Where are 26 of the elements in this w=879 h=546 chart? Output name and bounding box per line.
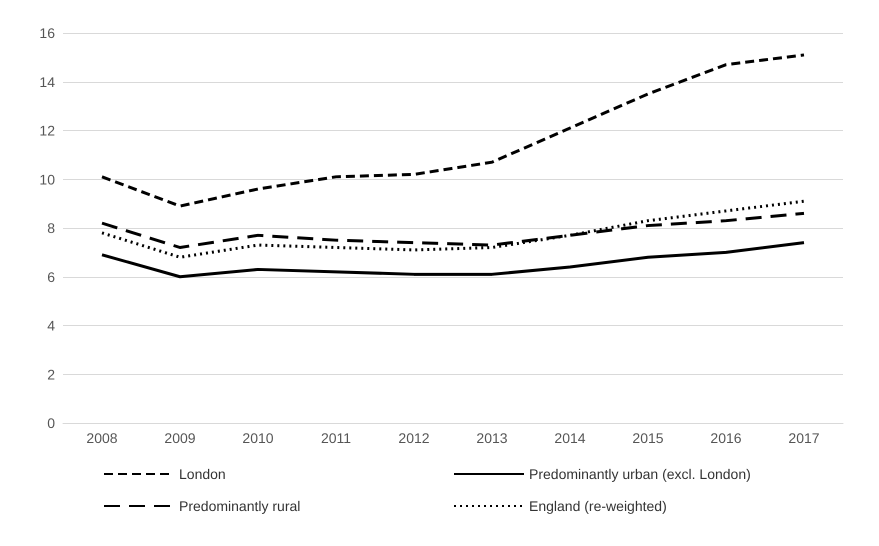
x-tick-label: 2011 — [320, 430, 352, 446]
x-tick-label: 2012 — [398, 430, 430, 446]
legend-label: London — [179, 466, 226, 482]
y-tick-label: 12 — [39, 122, 56, 138]
x-tick-label: 2016 — [710, 430, 742, 446]
y-tick-label: 8 — [47, 220, 56, 236]
legend-label: Predominantly urban (excl. London) — [529, 466, 751, 482]
y-tick-label: 0 — [47, 415, 56, 431]
y-tick-label: 2 — [47, 366, 56, 382]
x-tick-label: 2010 — [242, 430, 274, 446]
line-series — [100, 200, 806, 259]
y-tick-label: 6 — [47, 268, 56, 285]
line-series — [100, 53, 806, 208]
x-tick-label: 2015 — [632, 430, 664, 446]
line-series — [100, 241, 806, 278]
x-tick-label: 2009 — [164, 430, 196, 446]
x-tick-label: 2013 — [476, 430, 508, 446]
y-tick-label: 10 — [39, 171, 56, 188]
x-tick-label: 2014 — [554, 430, 586, 446]
x-tick-label: 2017 — [788, 430, 820, 446]
legend-label: Predominantly rural — [179, 498, 300, 514]
x-tick-label: 2008 — [86, 430, 118, 446]
y-tick-label: 14 — [39, 74, 56, 90]
y-tick-label: 16 — [39, 25, 56, 41]
legend-label: England (re-weighted) — [529, 498, 667, 514]
y-tick-label: 4 — [47, 318, 56, 334]
